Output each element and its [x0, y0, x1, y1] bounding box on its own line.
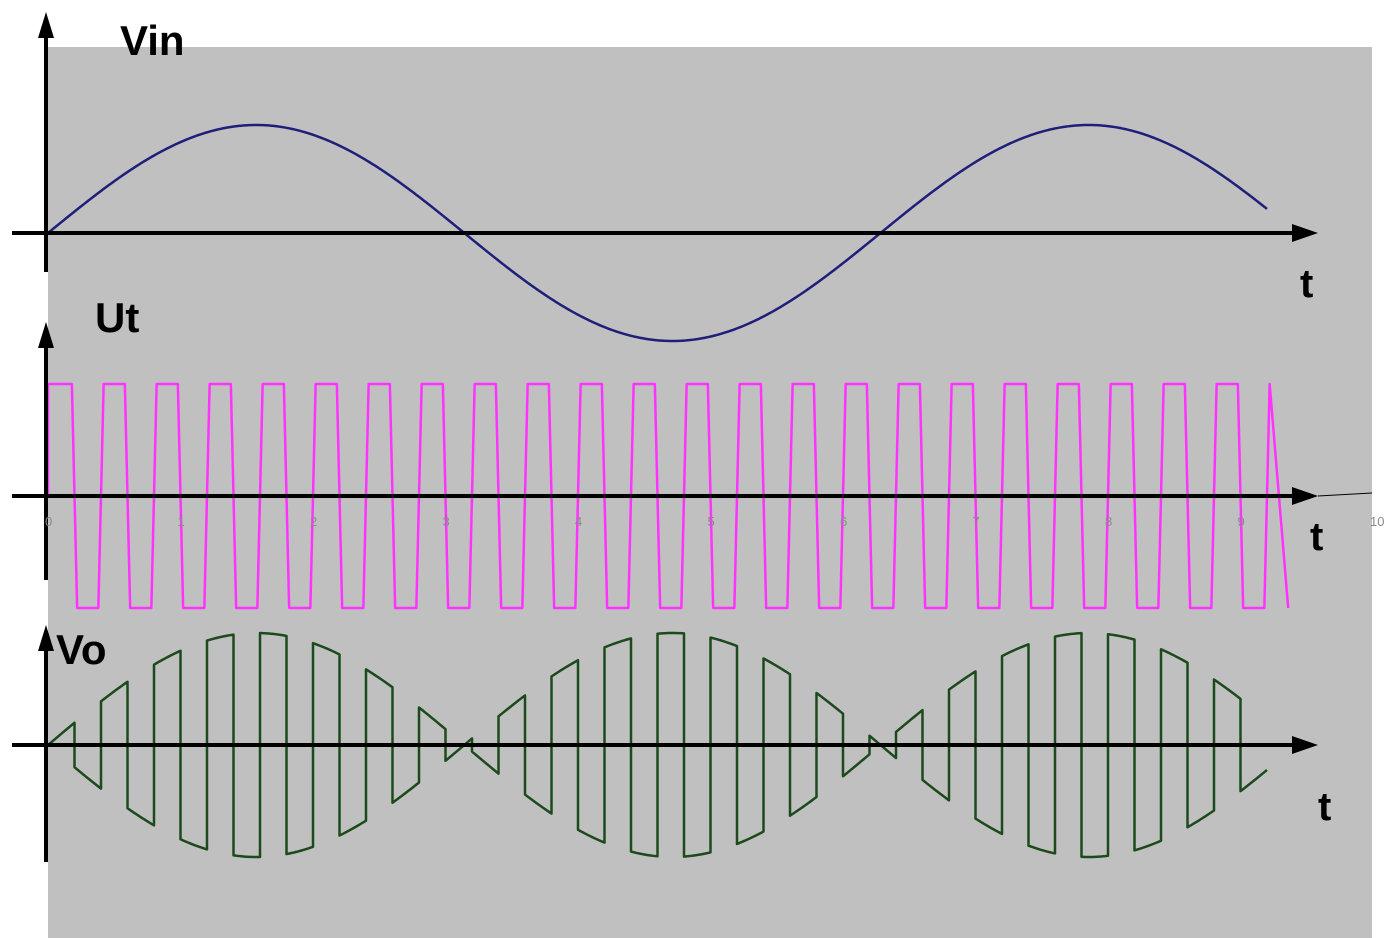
ut-tick-label: 5 — [708, 514, 715, 529]
ut-tick-label: 0 — [45, 514, 52, 529]
vo-x-axis-arrow — [1292, 736, 1318, 754]
ut-x-axis-arrow — [1292, 487, 1318, 505]
ut-tick-label: 8 — [1105, 514, 1112, 529]
ut-tick-label: 2 — [310, 514, 317, 529]
vin-x-axis-arrow — [1292, 224, 1318, 242]
panel-label-vo: Vo — [56, 626, 107, 673]
vin-y-axis-arrow — [38, 12, 54, 38]
ut-tick-label: 3 — [443, 514, 450, 529]
vo-y-axis-arrow — [38, 625, 54, 651]
ut-tick-label: 7 — [973, 514, 980, 529]
ut-tick-label: 6 — [840, 514, 847, 529]
x-axis-label-vo: t — [1318, 785, 1331, 829]
ut-tick-label: 1 — [178, 514, 185, 529]
ut-tick-label: 9 — [1238, 514, 1245, 529]
ut-tick-label: 4 — [575, 514, 582, 529]
panel-label-vin: Vin — [120, 17, 185, 64]
ut-series-line — [46, 382, 1290, 610]
ut-x-axis-extension — [1317, 492, 1373, 497]
ut-tick-labels: 0 1 2 3 4 5 6 7 8 9 10 — [45, 514, 1384, 529]
panel-label-ut: Ut — [95, 294, 139, 341]
x-axis-label-vin: t — [1300, 262, 1313, 306]
chart-axes — [12, 12, 1373, 862]
x-axis-label-ut: t — [1310, 515, 1323, 559]
vin-series-line — [47, 123, 1268, 343]
ut-y-axis-arrow — [38, 322, 54, 348]
ut-tick-label: 10 — [1370, 514, 1384, 529]
